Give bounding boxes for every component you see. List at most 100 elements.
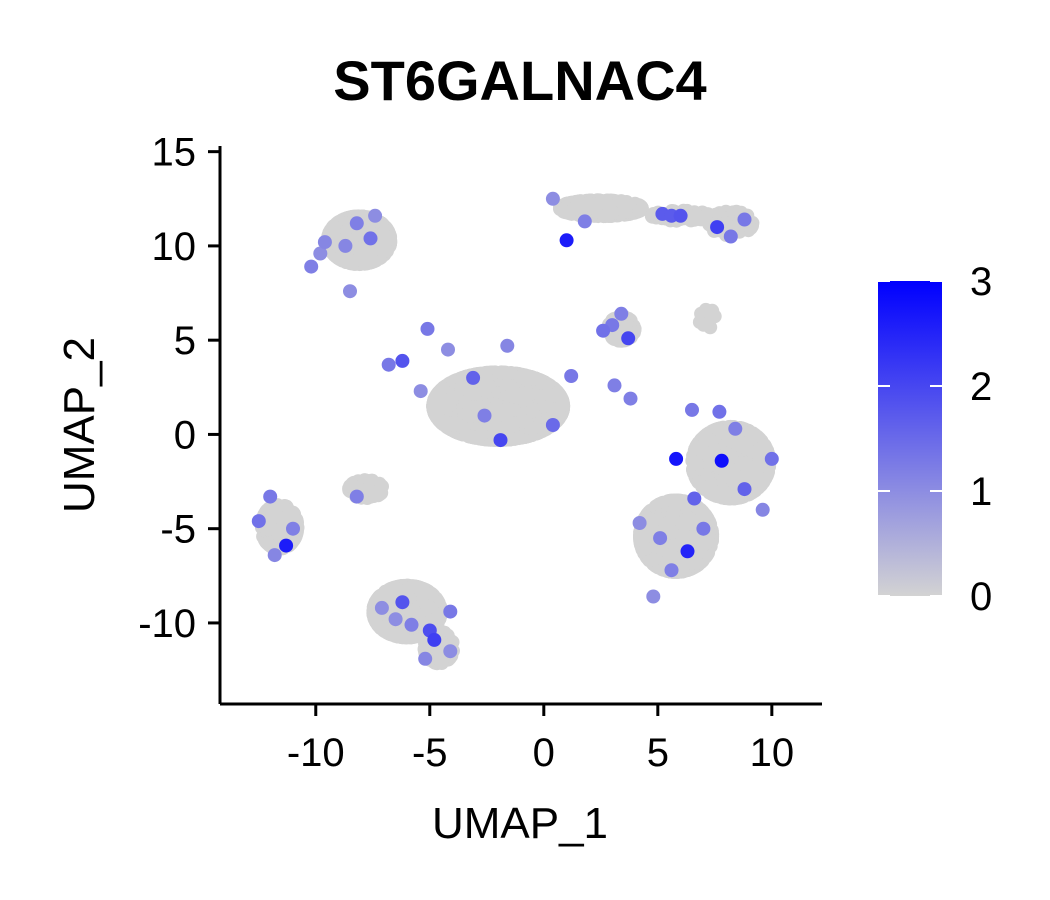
- expressing-cell-point: [427, 632, 442, 647]
- expressing-cell-point: [388, 612, 403, 627]
- background-cells: [254, 193, 777, 671]
- x-tick-label: 0: [533, 731, 555, 775]
- y-tick-label: 15: [152, 131, 197, 175]
- expressing-cell-point: [395, 353, 410, 368]
- expressing-cell-point: [418, 651, 433, 666]
- x-tick-label: 10: [750, 731, 795, 775]
- cell-point: [737, 439, 752, 454]
- chart-title: ST6GALNAC4: [333, 49, 706, 112]
- expressing-cell-point: [710, 220, 725, 235]
- expressing-cell-point: [413, 384, 428, 399]
- cell-point: [376, 226, 390, 241]
- cell-point: [447, 415, 462, 430]
- expressing-cell-point: [646, 589, 661, 604]
- expressing-cell-point: [723, 229, 738, 244]
- expressing-cell-point: [477, 408, 492, 423]
- expressing-cell-point: [673, 208, 688, 223]
- cell-point: [691, 475, 706, 490]
- expressing-cell-point: [395, 595, 410, 610]
- cell-point: [702, 458, 717, 473]
- cell-point: [639, 541, 654, 556]
- cell-point: [512, 431, 526, 446]
- expressing-cell-point: [714, 453, 729, 468]
- cell-point: [467, 387, 482, 401]
- expressing-cell-point: [279, 538, 294, 553]
- expressing-cell-point: [267, 548, 282, 563]
- expressing-cell-point: [737, 482, 752, 497]
- colorbar-label: 0: [970, 575, 992, 619]
- cell-point: [577, 198, 592, 212]
- expressing-cell-point: [623, 391, 638, 406]
- x-axis-ticks: -10 -5 0 5 10: [287, 704, 794, 775]
- expressing-cell-point: [349, 216, 364, 231]
- cell-point: [667, 538, 682, 553]
- expressing-cell-point: [338, 238, 353, 253]
- expressing-cell-point: [755, 502, 770, 517]
- cell-point: [390, 629, 405, 644]
- cell-point: [677, 528, 692, 542]
- colorbar-label: 2: [970, 365, 992, 409]
- expressing-cell-point: [466, 370, 481, 385]
- cell-point: [528, 371, 543, 386]
- expressing-cell-point: [493, 433, 508, 448]
- expressing-cell-point: [420, 321, 435, 336]
- cell-point: [497, 403, 512, 418]
- expressing-cell-point: [764, 451, 779, 466]
- expressing-cell-point: [443, 604, 458, 619]
- expressing-cell-point: [559, 233, 574, 248]
- expressing-cell-point: [696, 521, 711, 536]
- cell-point: [422, 599, 437, 614]
- x-tick-label: -5: [412, 731, 448, 775]
- y-tick-label: 10: [152, 225, 197, 269]
- cell-point: [468, 430, 483, 445]
- cell-point: [698, 536, 713, 551]
- expressing-cell-point: [712, 404, 727, 419]
- y-tick-label: -5: [160, 508, 196, 552]
- expressing-cell-point: [286, 521, 300, 536]
- expressing-cell-point: [368, 208, 383, 223]
- expressing-cell-point: [500, 338, 515, 353]
- expressing-cell-point: [596, 323, 611, 338]
- cell-point: [375, 237, 390, 252]
- expressing-cell-point: [263, 489, 278, 504]
- y-tick-label: -10: [138, 602, 196, 646]
- x-tick-label: 5: [647, 731, 669, 775]
- x-axis-title: UMAP_1: [432, 799, 608, 848]
- expressing-cell-point: [441, 342, 455, 357]
- cell-point: [646, 513, 661, 528]
- expressing-cell-point: [653, 531, 668, 546]
- colorbar: [878, 281, 942, 596]
- cell-point: [359, 256, 374, 271]
- y-axis-title: UMAP_2: [55, 337, 104, 513]
- cell-point: [427, 393, 442, 408]
- cell-point: [633, 528, 647, 543]
- expressing-cell-point: [317, 235, 332, 250]
- colorbar-label: 3: [970, 260, 992, 304]
- cell-point: [704, 476, 719, 491]
- expressing-cell-point: [343, 284, 357, 299]
- cell-point: [751, 471, 766, 485]
- cell-point: [541, 387, 556, 402]
- expressing-cell-point: [632, 516, 647, 530]
- expressing-cell-point: [251, 514, 266, 529]
- expressing-cell-point: [374, 600, 389, 615]
- cell-point: [406, 604, 421, 619]
- expressing-cell-point: [614, 306, 629, 321]
- cell-point: [710, 422, 725, 436]
- expressing-cell-point: [664, 563, 679, 578]
- expressing-cell-point: [737, 212, 752, 227]
- cell-point: [442, 398, 457, 413]
- expressing-cell-point: [349, 489, 364, 504]
- expressing-cell-point: [363, 231, 378, 246]
- cell-point: [605, 204, 620, 219]
- cell-point: [525, 404, 540, 419]
- expressing-cell-point: [607, 378, 622, 393]
- cell-point: [495, 365, 510, 380]
- expressing-cell-point: [680, 544, 695, 559]
- cell-point: [513, 370, 528, 385]
- cell-point: [326, 219, 341, 234]
- expressing-cell-point: [685, 402, 699, 417]
- cell-point: [690, 556, 705, 571]
- expressing-cell-point: [545, 418, 560, 432]
